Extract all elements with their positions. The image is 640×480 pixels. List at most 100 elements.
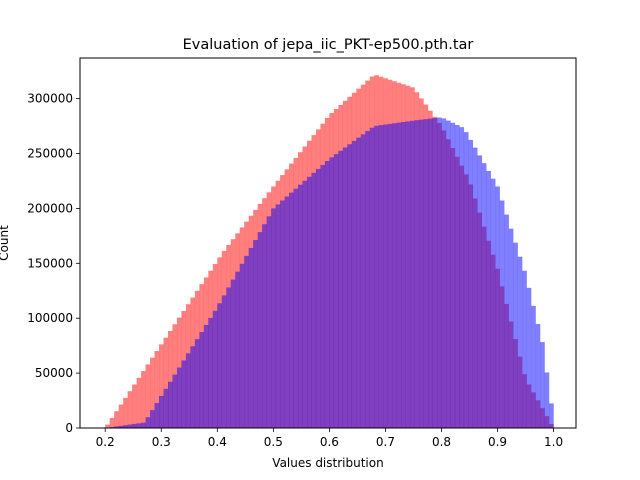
histogram-bar-series-2 — [549, 403, 554, 428]
histogram-bar-series-2 — [311, 172, 317, 428]
histogram-bar-series-2 — [275, 204, 281, 428]
histogram-bar-series-2 — [185, 353, 191, 428]
histogram-bar-series-2 — [414, 120, 420, 428]
histogram-bar-series-1 — [150, 357, 155, 428]
histogram-bar-series-2 — [504, 214, 509, 428]
histogram-bar-series-2 — [432, 118, 438, 428]
histogram-bar-series-2 — [302, 180, 308, 428]
histogram-bar-series-2 — [445, 120, 451, 428]
y-tick-label: 100000 — [27, 311, 73, 325]
x-tick-label: 0.3 — [152, 435, 171, 449]
histogram-bar-series-2 — [154, 403, 160, 428]
histogram-bar-series-2 — [410, 120, 415, 429]
histogram-bar-series-2 — [306, 176, 312, 428]
x-axis-ticks: 0.2 0.3 0.4 0.5 0.6 0.7 0.8 0.9 1.0 — [96, 428, 563, 449]
histogram-bar-series-2 — [226, 287, 231, 428]
histogram-bar-series-2 — [293, 188, 299, 428]
histogram-bar-series-2 — [486, 170, 491, 428]
histogram-bar-series-2 — [513, 242, 518, 428]
histogram-bar-series-2 — [230, 279, 236, 428]
y-tick-label: 250000 — [27, 147, 73, 161]
histogram-bar-series-2 — [472, 147, 478, 428]
histogram-bar-series-2 — [212, 310, 218, 428]
histogram-bar-series-2 — [378, 125, 384, 428]
histogram-bar-series-2 — [517, 256, 523, 428]
histogram-bar-series-2 — [320, 164, 326, 428]
histogram-bar-series-2 — [163, 388, 169, 428]
histogram-bar-series-2 — [167, 381, 173, 428]
histogram-bar-series-2 — [127, 424, 133, 428]
x-tick-label: 0.8 — [432, 435, 451, 449]
plot-frame — [79, 57, 577, 429]
histogram-bar-series-2 — [271, 208, 276, 428]
histogram-bar-series-2 — [284, 196, 290, 428]
x-tick-label: 0.7 — [376, 435, 395, 449]
histogram-bar-series-2 — [118, 425, 124, 428]
x-tick-label: 0.9 — [488, 435, 507, 449]
histogram-bar-series-2 — [324, 160, 330, 429]
histogram-bar-series-2 — [374, 125, 379, 428]
histogram-bar-series-2 — [405, 121, 411, 429]
histogram-bar-series-2 — [145, 417, 151, 428]
histogram-bar-series-1 — [136, 377, 142, 428]
histogram-bar-series-1 — [167, 330, 173, 428]
histogram-bar-series-2 — [508, 228, 514, 428]
histogram-bar-series-2 — [535, 323, 541, 428]
histogram-bar-series-2 — [392, 123, 397, 428]
y-tick-label: 50000 — [35, 366, 73, 380]
histogram-bar-series-2 — [217, 303, 222, 428]
histogram-bar-series-2 — [383, 124, 388, 428]
histogram-bar-series-2 — [123, 425, 128, 428]
histogram-bar-series-2 — [490, 178, 496, 428]
x-tick-label: 0.6 — [320, 435, 339, 449]
histogram-bar-series-2 — [468, 139, 474, 428]
histogram-bar-series-2 — [235, 271, 240, 428]
histogram-bar-series-2 — [136, 423, 142, 428]
histogram-bar-series-1 — [127, 391, 133, 428]
histogram-bar-series-2 — [365, 131, 370, 428]
histogram-bar-series-2 — [257, 232, 263, 428]
histogram-bar-series-2 — [437, 117, 442, 429]
histogram-bar-series-2 — [459, 127, 465, 429]
histogram-bar-series-2 — [114, 426, 119, 428]
histogram-bar-series-2 — [369, 127, 375, 428]
y-tick-label: 200000 — [27, 201, 73, 215]
histogram-bar-series-2 — [221, 295, 227, 428]
histogram-bar-series-2 — [477, 155, 482, 429]
y-tick-label: 0 — [65, 421, 73, 435]
histogram-bar-series-2 — [441, 118, 447, 428]
histogram-bar-series-1 — [114, 411, 119, 428]
histogram-bar-series-2 — [190, 346, 196, 428]
histogram-bar-series-2 — [333, 154, 339, 428]
histogram-bar-series-2 — [360, 134, 366, 428]
histogram-bar-series-2 — [531, 305, 536, 428]
histogram-bar-series-2 — [540, 342, 545, 428]
histogram-bar-series-2 — [396, 122, 402, 429]
y-tick-label: 150000 — [27, 256, 73, 270]
histogram-bar-series-2 — [239, 263, 245, 428]
histogram-bar-series-2 — [150, 410, 155, 428]
histogram-bar-series-2 — [495, 186, 500, 428]
histogram-bar-series-2 — [289, 192, 294, 428]
histogram-bar-series-2 — [203, 324, 209, 428]
histogram-bar-series-2 — [262, 224, 267, 428]
histogram-bar-series-1 — [145, 364, 151, 428]
histogram-bar-series-2 — [419, 119, 424, 428]
histogram-bar-series-1 — [159, 344, 164, 428]
histogram-bar-series-2 — [315, 168, 321, 428]
histogram-bar-series-1 — [141, 371, 146, 428]
y-axis-ticks: 0 50000 100000 150000 200000 250000 300000 — [27, 92, 80, 435]
x-tick-label: 0.5 — [264, 435, 283, 449]
histogram-bar-series-1 — [118, 404, 124, 428]
histogram-bar-series-2 — [428, 118, 433, 429]
histogram-bar-series-2 — [329, 157, 335, 429]
x-tick-label: 1.0 — [544, 435, 563, 449]
histogram-bar-series-2 — [423, 119, 429, 428]
histogram-bar-series-1 — [123, 397, 128, 428]
histogram-bar-series-2 — [481, 163, 487, 428]
histogram-bar-series-2 — [544, 372, 550, 428]
x-tick-label: 0.4 — [208, 435, 227, 449]
histogram-bar-series-2 — [499, 200, 505, 428]
histogram-bar-series-2 — [454, 124, 460, 428]
